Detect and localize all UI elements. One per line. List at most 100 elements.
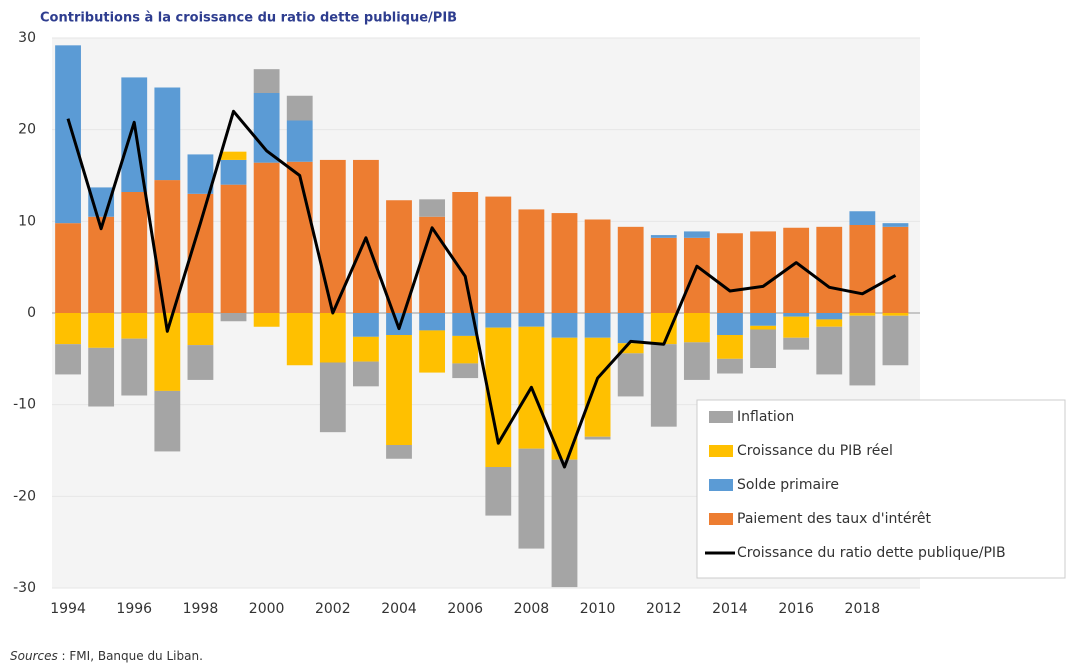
bar-segment — [386, 445, 412, 459]
x-tick-label: 2016 — [778, 601, 814, 617]
legend-swatch — [709, 513, 733, 525]
bar-segment — [717, 358, 743, 374]
legend-label: Paiement des taux d'intérêt — [737, 511, 932, 527]
legend-swatch — [709, 411, 733, 423]
bar-segment — [551, 213, 578, 313]
bar-segment — [849, 225, 876, 313]
legend-swatch — [709, 479, 733, 491]
y-tick-label: -20 — [13, 488, 36, 504]
bar-segment — [816, 326, 843, 375]
bar-segment — [882, 313, 909, 316]
bar-segment — [683, 342, 710, 380]
y-tick-label: 10 — [18, 213, 36, 229]
bar-segment — [452, 192, 479, 313]
legend-label: Croissance du PIB réel — [737, 443, 893, 459]
bar-segment — [584, 337, 611, 437]
bar-segment — [485, 467, 512, 516]
bar-segment — [650, 344, 677, 427]
bar-segment — [584, 219, 611, 313]
bar-segment — [617, 343, 644, 354]
x-tick-label: 2010 — [580, 601, 616, 617]
bar-segment — [353, 336, 379, 362]
bar-segment — [882, 223, 909, 227]
bar-segment — [783, 313, 810, 317]
bar-segment — [683, 313, 710, 343]
bar-segment — [750, 313, 776, 326]
bar-segment — [551, 337, 578, 460]
x-tick-label: 2006 — [447, 601, 483, 617]
bar-segment — [485, 196, 512, 313]
bar-segment — [220, 151, 247, 160]
bar-segment — [816, 226, 843, 313]
bar-segment — [121, 313, 148, 339]
y-tick-label: 20 — [18, 122, 36, 138]
x-tick-label: 2012 — [646, 601, 682, 617]
bar-segment — [88, 216, 115, 313]
source: Sources : FMI, Banque du Liban. — [10, 649, 203, 663]
bar-segment — [783, 316, 810, 338]
bar-segment — [55, 223, 81, 313]
x-tick-label: 2008 — [514, 601, 550, 617]
bar-segment — [551, 459, 578, 588]
bar-segment — [882, 226, 909, 313]
bar-segment — [55, 313, 81, 345]
bar-segment — [154, 180, 181, 313]
x-tick-label: 2014 — [712, 601, 748, 617]
bar-segment — [187, 313, 214, 346]
x-tick-label: 2002 — [315, 601, 351, 617]
bar-segment — [683, 237, 710, 313]
bar-segment — [286, 95, 313, 121]
bar-segment — [419, 216, 446, 313]
bar-segment — [286, 120, 313, 162]
chart-title: Contributions à la croissance du ratio d… — [40, 11, 457, 26]
bar-segment — [783, 337, 810, 350]
bar-segment — [485, 313, 512, 328]
bar-segment — [220, 313, 247, 322]
bar-segment — [121, 192, 148, 313]
bar-segment — [452, 335, 479, 364]
bar-segment — [518, 209, 545, 313]
bar-segment — [386, 200, 412, 313]
bar-segment — [683, 231, 710, 238]
legend-label: Croissance du ratio dette publique/PIB — [737, 545, 1006, 561]
bar-segment — [750, 329, 776, 368]
bar-segment — [849, 315, 876, 386]
bar-segment — [253, 313, 280, 327]
bar-segment — [253, 69, 280, 93]
bar-segment — [849, 211, 876, 225]
bar-segment — [319, 159, 346, 313]
legend-swatch — [709, 445, 733, 457]
bar-segment — [617, 353, 644, 397]
bar-segment — [319, 313, 346, 363]
y-tick-label: -10 — [13, 397, 36, 413]
bar-segment — [750, 231, 776, 313]
bar-segment — [452, 313, 479, 336]
x-tick-label: 1998 — [183, 601, 219, 617]
bar-segment — [518, 448, 545, 549]
bar-segment — [154, 390, 181, 452]
bar-segment — [253, 162, 280, 313]
bar-segment — [419, 313, 446, 331]
bar-segment — [154, 87, 181, 181]
bar-segment — [650, 237, 677, 313]
bar-segment — [353, 361, 379, 387]
bar-segment — [286, 161, 313, 313]
bar-segment — [286, 313, 313, 366]
bar-segment — [88, 313, 115, 348]
bar-segment — [717, 313, 743, 335]
bar-segment — [816, 313, 843, 320]
bar-segment — [717, 233, 743, 313]
bar-segment — [220, 159, 247, 185]
bar-segment — [584, 436, 611, 440]
y-tick-label: 30 — [18, 30, 36, 46]
bar-segment — [353, 313, 379, 337]
bar-segment — [88, 347, 115, 407]
bar-segment — [55, 45, 81, 224]
legend-label: Inflation — [737, 409, 794, 425]
source-text: : FMI, Banque du Liban. — [58, 649, 203, 663]
x-tick-label: 2004 — [381, 601, 417, 617]
bar-segment — [650, 313, 677, 345]
bar-segment — [584, 313, 611, 338]
y-tick-label: 0 — [27, 305, 36, 321]
